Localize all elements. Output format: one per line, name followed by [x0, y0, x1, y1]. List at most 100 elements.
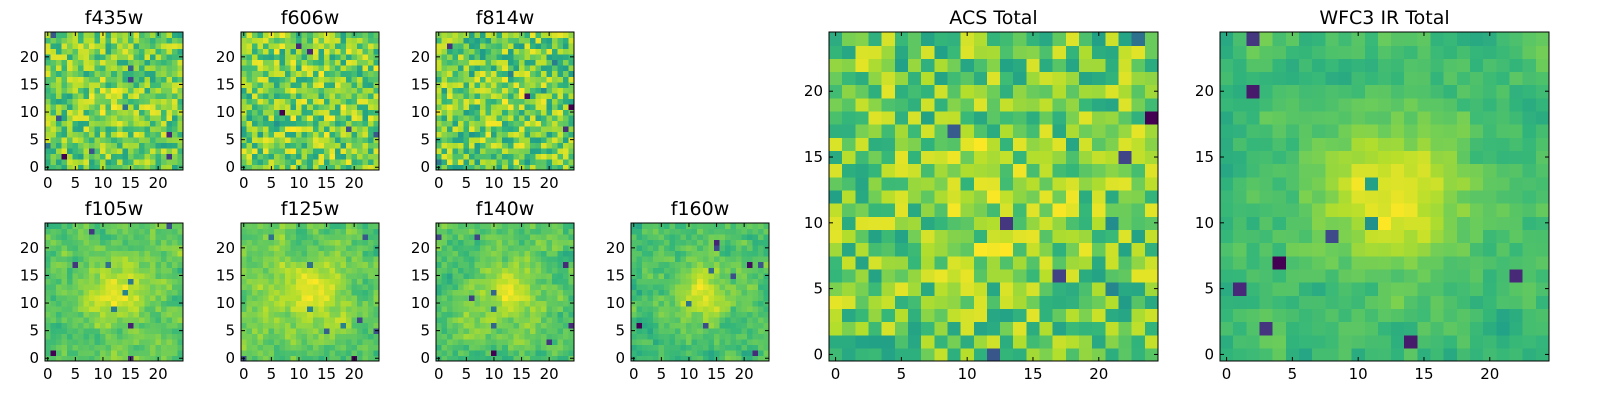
heatmap-cell [447, 245, 454, 252]
heatmap-cell [485, 153, 492, 160]
heatmap-cell [133, 120, 140, 127]
heatmap-cell [452, 136, 459, 143]
heatmap-cell [562, 245, 570, 252]
heatmap-cell [518, 87, 525, 94]
heatmap-cell [268, 109, 275, 116]
heatmap-cell [116, 355, 123, 362]
heatmap-cell [730, 239, 737, 246]
heatmap-cell [960, 308, 975, 323]
heatmap-cell [72, 136, 79, 143]
heatmap-cell [741, 338, 748, 346]
heatmap-cell [496, 234, 503, 241]
heatmap-cell [881, 255, 896, 270]
heatmap-cell [323, 267, 330, 274]
heatmap-cell [116, 59, 123, 66]
heatmap-cell [279, 147, 286, 155]
heatmap-cell [246, 289, 253, 296]
heatmap-cell [697, 305, 704, 312]
heatmap-cell [947, 242, 962, 257]
heatmap-cell [116, 245, 123, 252]
heatmap-cell [100, 234, 107, 241]
heatmap-cell [697, 322, 704, 329]
heatmap-cell [529, 311, 536, 318]
heatmap-cell [133, 43, 140, 50]
heatmap-cell [546, 234, 553, 241]
heatmap-cell [318, 245, 325, 252]
heatmap-cell [491, 344, 498, 351]
heatmap-cell [513, 54, 520, 61]
heatmap-cell [45, 294, 52, 301]
heatmap-cell [268, 43, 275, 50]
heatmap-cell [373, 70, 380, 77]
heatmap-cell [329, 65, 336, 72]
heatmap-cell [907, 321, 922, 336]
heatmap-cell [469, 333, 476, 340]
heatmap-cell [1026, 216, 1041, 230]
heatmap-cell [921, 295, 935, 309]
heatmap-cell [535, 164, 542, 171]
heatmap-cell [562, 283, 570, 290]
heatmap-cell [1052, 347, 1067, 362]
heatmap-cell [45, 234, 52, 241]
heatmap-cell [551, 344, 559, 351]
heatmap-cell [122, 98, 129, 105]
heatmap-cell [318, 109, 325, 116]
heatmap-cell [122, 92, 129, 99]
heatmap-cell [757, 272, 765, 279]
heatmap-cell [263, 142, 270, 149]
heatmap-cell [485, 223, 492, 230]
heatmap-cell [246, 223, 253, 230]
heatmap-cell [334, 278, 341, 285]
heatmap-cell [458, 250, 465, 257]
heatmap-cell [362, 234, 369, 241]
heatmap-cell [345, 245, 352, 252]
heatmap-cell [149, 344, 156, 351]
heatmap-cell [268, 250, 275, 257]
heatmap-cell [540, 142, 547, 149]
heatmap-cell [529, 316, 536, 323]
heatmap-cell [177, 32, 184, 39]
heatmap-cell [691, 327, 698, 334]
heatmap-cell [94, 76, 101, 83]
heatmap-cell [763, 316, 770, 323]
heatmap-cell [535, 125, 542, 132]
heatmap-cell [177, 120, 184, 127]
heatmap-cell [362, 32, 369, 39]
heatmap-cell [763, 294, 770, 301]
heatmap-cell [45, 76, 52, 83]
heatmap-cell [334, 153, 341, 160]
heatmap-cell [529, 272, 536, 279]
heatmap-cell [513, 59, 520, 66]
heatmap-cell [664, 327, 671, 334]
heatmap-cell [469, 305, 476, 312]
heatmap-cell [56, 114, 63, 121]
heatmap-cell [502, 125, 509, 132]
x-tick-label: 20 [540, 365, 559, 383]
heatmap-cell [50, 158, 57, 166]
heatmap-cell [507, 283, 514, 290]
heatmap-cell [362, 333, 369, 340]
heatmap-cell [529, 278, 536, 285]
heatmap-cell [367, 70, 375, 77]
heatmap-cell [155, 338, 162, 346]
heatmap-cell [485, 48, 492, 55]
heatmap-cell [842, 242, 856, 257]
heatmap-cell [713, 333, 720, 340]
heatmap-cell [89, 344, 96, 351]
heatmap-cell [474, 239, 481, 246]
heatmap-cell [116, 344, 123, 351]
heatmap-cell [658, 261, 665, 268]
heatmap-cell [480, 239, 487, 246]
heatmap-cell [56, 43, 63, 50]
heatmap-cell [447, 70, 454, 77]
heatmap-cell [1026, 163, 1041, 178]
heatmap-cell [463, 311, 470, 318]
heatmap-cell [463, 125, 470, 132]
heatmap-cell [155, 142, 162, 149]
heatmap-cell [362, 147, 369, 155]
heatmap-cell [127, 153, 134, 160]
heatmap-cell [551, 228, 559, 235]
heatmap-cell [279, 32, 286, 39]
heatmap-cell [724, 311, 731, 318]
heatmap-cell [480, 261, 487, 268]
